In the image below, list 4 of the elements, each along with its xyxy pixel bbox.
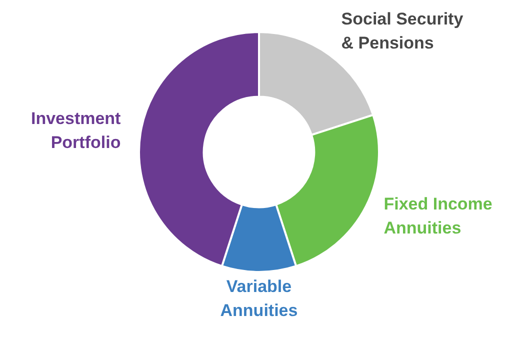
slice-label: Investment Portfolio (30, 109, 122, 152)
slice-label: Variable Annuities (220, 277, 298, 320)
slice-label: Social Security & Pensions (341, 10, 464, 53)
slice-label: Fixed Income Annuities (384, 194, 492, 238)
